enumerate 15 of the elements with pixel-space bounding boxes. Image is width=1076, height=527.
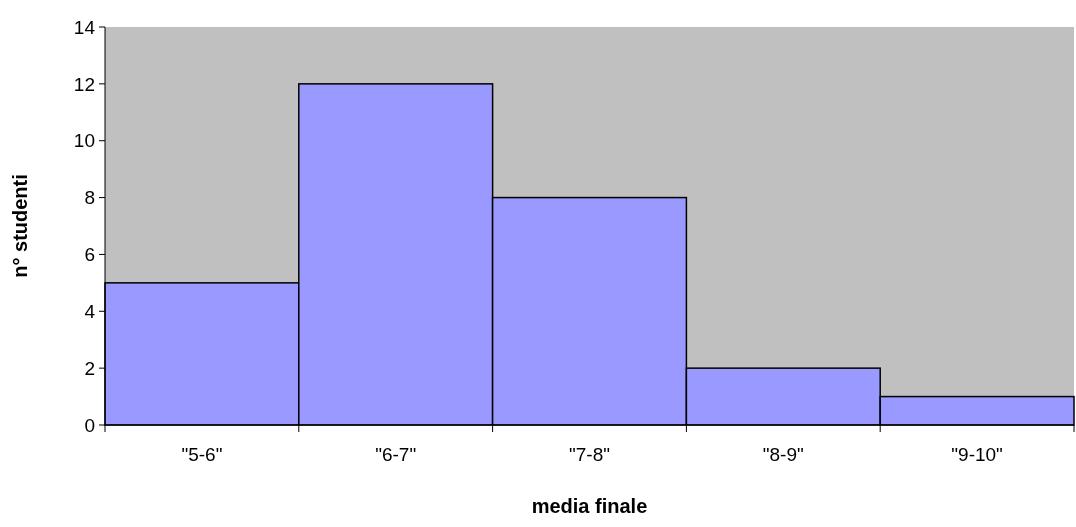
y-tick-label: 6 xyxy=(84,244,95,266)
y-tick-label: 0 xyxy=(84,414,95,436)
x-tick-label: "6-7" xyxy=(375,444,417,465)
x-axis-title: media finale xyxy=(531,495,648,517)
x-tick-label: "5-6" xyxy=(181,444,223,465)
y-tick-label: 14 xyxy=(73,16,96,38)
x-tick-label: "7-8" xyxy=(569,444,610,465)
y-tick-label: 4 xyxy=(84,300,96,322)
y-axis-title: n° studenti xyxy=(9,174,31,278)
y-tick-label: 8 xyxy=(84,187,95,209)
y-tick-label: 2 xyxy=(84,357,95,379)
y-tick-label: 10 xyxy=(73,130,95,152)
x-tick-label: "8-9" xyxy=(762,444,804,465)
x-tick-label: "9-10" xyxy=(951,444,1003,465)
y-tick-label: 12 xyxy=(73,73,95,95)
